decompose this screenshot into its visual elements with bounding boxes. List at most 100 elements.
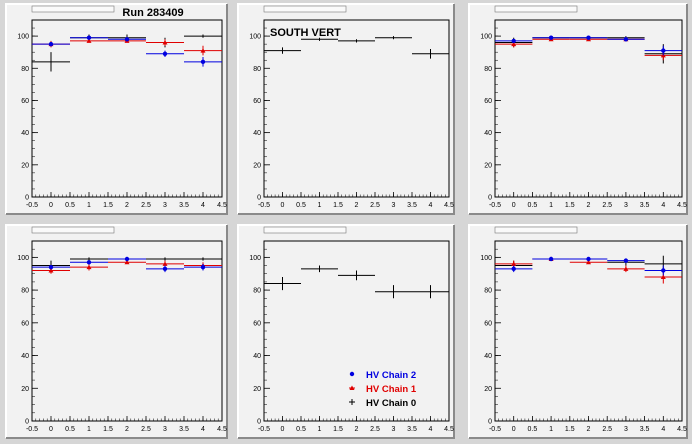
y-tick-label: 60 <box>484 320 492 327</box>
series-circle <box>495 35 682 56</box>
y-tick-label: 100 <box>17 255 29 262</box>
data-point-marker <box>511 38 516 44</box>
legend-entry: HV Chain 2 <box>349 370 416 381</box>
data-point-marker <box>124 37 130 42</box>
legend-marker <box>349 371 355 377</box>
x-tick-label: 2 <box>125 202 129 209</box>
x-tick-label: 1 <box>318 202 322 209</box>
data-point-marker <box>548 35 554 40</box>
data-point-marker <box>200 264 206 270</box>
series-triangle <box>32 259 222 274</box>
data-point-marker <box>511 261 517 266</box>
data-point-marker <box>48 41 54 47</box>
y-tick-label: 80 <box>484 288 492 295</box>
pad-title-box <box>31 226 115 234</box>
x-tick-label: -0.5 <box>26 202 38 209</box>
data-point-marker <box>86 38 92 43</box>
x-tick-label: 2.5 <box>370 426 380 433</box>
y-tick-label: 60 <box>484 98 492 105</box>
x-tick-label: 2.5 <box>141 202 151 209</box>
x-tick-label: -0.5 <box>258 426 270 433</box>
y-tick-label: 40 <box>253 130 261 137</box>
x-tick-label: 4 <box>661 426 665 433</box>
x-tick-label: 0 <box>49 426 53 433</box>
x-tick-label: 1.5 <box>333 202 343 209</box>
x-tick-label: 2 <box>355 426 359 433</box>
data-point-marker <box>162 261 168 266</box>
x-tick-label: 3.5 <box>640 202 650 209</box>
x-tick-label: 1.5 <box>103 426 113 433</box>
x-tick-label: 3.5 <box>179 426 189 433</box>
x-tick-label: 3 <box>163 202 167 209</box>
x-tick-label: 0.5 <box>65 202 75 209</box>
x-tick-label: 1 <box>549 202 553 209</box>
x-tick-label: 3 <box>392 426 396 433</box>
x-tick-label: 1 <box>549 426 553 433</box>
data-point-marker <box>511 266 516 272</box>
plot-frame <box>31 19 223 198</box>
x-tick-label: 1.5 <box>565 202 575 209</box>
y-tick-label: 40 <box>484 130 492 137</box>
x-tick-label: 1 <box>318 426 322 433</box>
x-tick-label: 4.5 <box>677 202 687 209</box>
y-tick-label: 80 <box>21 66 29 73</box>
data-point-marker <box>586 35 591 40</box>
pad-title-box <box>263 226 347 234</box>
x-tick-label: -0.5 <box>489 426 501 433</box>
x-tick-label: 4.5 <box>677 426 687 433</box>
pad-title-box <box>494 5 578 13</box>
y-tick-label: 60 <box>253 320 261 327</box>
x-tick-label: 2 <box>125 426 129 433</box>
data-point-marker <box>623 258 629 263</box>
y-tick-label: 20 <box>21 386 29 393</box>
pad-bevel-dark <box>238 4 455 215</box>
x-tick-label: 3.5 <box>407 202 417 209</box>
y-tick-label: 60 <box>21 98 29 105</box>
y-tick-label: 100 <box>17 34 29 41</box>
y-tick-label: 20 <box>253 162 261 169</box>
x-tick-label: 4 <box>201 202 205 209</box>
x-tick-label: 0.5 <box>528 426 538 433</box>
x-tick-label: 0 <box>281 426 285 433</box>
x-tick-label: 4.5 <box>444 202 454 209</box>
x-tick-label: 0.5 <box>296 202 306 209</box>
y-tick-label: 40 <box>21 130 29 137</box>
pad-bevel-light <box>237 3 454 214</box>
x-tick-label: 0.5 <box>296 426 306 433</box>
data-point-marker <box>200 59 206 65</box>
x-tick-label: 3.5 <box>640 426 650 433</box>
y-tick-label: 40 <box>253 353 261 360</box>
pad-bevel-dark <box>6 4 228 215</box>
x-tick-label: 4 <box>201 426 205 433</box>
pad-bevel-light <box>5 3 227 214</box>
y-tick-label: 20 <box>484 386 492 393</box>
pad-bevel-light <box>237 224 454 438</box>
pad-bevel-dark <box>469 4 688 215</box>
x-tick-label: 2.5 <box>602 202 612 209</box>
y-tick-label: 0 <box>257 419 261 426</box>
pad-title-box <box>494 226 578 234</box>
y-tick-label: 80 <box>21 288 29 295</box>
pad-title-box <box>263 5 347 13</box>
data-point-marker <box>86 260 92 265</box>
x-tick-label: 4 <box>661 202 665 209</box>
y-tick-label: 80 <box>253 288 261 295</box>
data-point-marker <box>200 48 206 53</box>
pad-title-box <box>31 5 115 13</box>
y-tick-label: 0 <box>488 195 492 202</box>
data-point-marker <box>661 268 666 273</box>
y-tick-label: 80 <box>484 66 492 73</box>
x-tick-label: 3.5 <box>407 426 417 433</box>
y-tick-label: 0 <box>488 419 492 426</box>
x-tick-label: 0.5 <box>65 426 75 433</box>
data-point-marker <box>660 274 666 279</box>
series-cross <box>264 36 449 59</box>
legend-entry: HV Chain 1 <box>349 384 417 395</box>
data-point-marker <box>586 259 591 265</box>
data-point-marker <box>86 264 92 270</box>
pad-bevel-dark <box>238 225 455 439</box>
